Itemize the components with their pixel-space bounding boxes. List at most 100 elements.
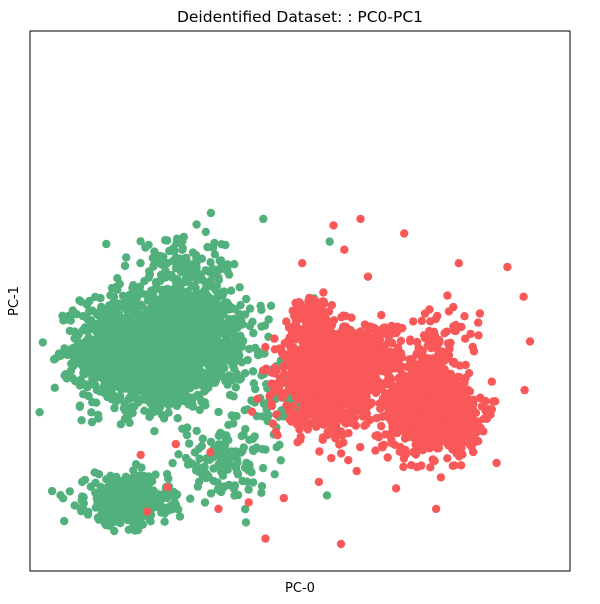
scatter-point-series-0 [79,390,88,399]
scatter-point-series-0 [129,291,138,300]
scatter-point-series-0 [95,373,105,382]
scatter-point-series-1 [282,401,291,410]
scatter-point-series-0 [158,309,167,319]
scatter-point-series-0 [90,468,99,477]
scatter-point-series-0 [239,430,248,439]
scatter-point-series-1 [428,455,437,464]
scatter-point-series-1 [377,441,387,450]
scatter-point-series-1 [347,313,356,322]
scatter-point-series-0 [213,310,223,319]
scatter-point-series-0 [216,346,225,355]
scatter-point-series-0 [134,370,144,379]
scatter-point-series-0 [210,250,220,259]
scatter-point-series-0 [109,506,118,515]
scatter-point-series-1 [321,361,331,370]
scatter-point-series-0 [106,291,115,300]
scatter-point-series-0 [140,406,149,415]
scatter-point-series-0 [166,340,175,350]
scatter-point-series-0 [169,244,178,253]
scatter-point-series-0 [203,242,212,252]
scatter-point-series-1 [335,440,344,449]
scatter-point-series-0 [162,469,172,479]
scatter-point-series-0 [185,457,194,467]
scatter-point-series-0 [225,390,235,400]
scatter-point-series-0 [276,456,285,465]
scatter-point-series-0 [121,497,131,506]
scatter-point-series-0 [221,377,230,386]
scatter-point-series-0 [209,347,218,356]
scatter-point-series-0 [144,273,153,282]
scatter-point-series-0 [206,276,215,285]
scatter-point-series-0 [170,355,179,364]
scatter-point-series-0 [275,440,284,449]
scatter-point-series-0 [200,498,210,507]
scatter-point-series-0 [129,281,138,290]
scatter-point-series-0 [137,463,146,472]
scatter-point-series-0 [139,321,148,330]
scatter-point-series-1 [267,401,277,411]
scatter-point-series-1 [288,386,297,396]
scatter-point-series-0 [173,414,182,423]
scatter-point-series-0 [149,261,158,270]
scatter-point-series-1 [327,453,336,463]
scatter-point-series-0 [100,518,109,528]
scatter-point-series-1 [275,381,284,390]
scatter-point-series-0 [242,477,252,486]
scatter-point-series-0 [226,286,236,295]
scatter-point-series-1 [345,417,355,426]
scatter-point-series-0 [116,477,126,487]
scatter-point-series-1 [401,445,410,455]
scatter-point-series-0 [201,325,210,335]
scatter-point-series-0 [113,495,122,504]
scatter-point-series-0 [258,463,268,473]
scatter-point-series-0 [192,426,201,436]
scatter-point-series-0 [170,391,179,400]
scatter-point-series-0 [248,367,258,376]
scatter-point-series-1 [377,421,386,431]
scatter-point-series-0 [106,319,116,329]
scatter-point-series-0 [129,466,138,475]
scatter-point-series-1 [267,379,276,388]
scatter-point-series-0 [233,468,242,477]
scatter-point-series-0 [117,485,126,495]
scatter-point-series-1 [301,391,311,401]
scatter-point-series-0 [114,299,123,308]
scatter-point-series-1 [272,410,281,419]
scatter-point-series-0 [88,306,97,315]
scatter-point-series-1 [329,421,338,430]
scatter-point-series-0 [148,361,158,370]
scatter-point-series-1 [261,364,271,373]
scatter-point-series-0 [134,398,143,407]
scatter-point-series-0 [163,399,172,409]
scatter-point-series-0 [159,414,169,423]
scatter-point-series-0 [70,501,79,510]
scatter-point-series-0 [245,304,255,313]
scatter-point-series-0 [325,237,334,246]
scatter-point-series-1 [299,383,308,392]
scatter-point-series-0 [244,485,253,494]
scatter-point-series-0 [103,493,112,502]
scatter-point-series-0 [62,374,71,383]
scatter-point-series-0 [243,355,252,365]
scatter-point-series-1 [320,409,329,419]
scatter-point-series-1 [337,312,346,322]
scatter-point-series-0 [80,475,90,485]
scatter-point-series-0 [178,245,187,254]
scatter-point-series-1 [383,453,392,462]
scatter-point-series-0 [209,359,219,369]
scatter-point-series-0 [186,494,195,503]
scatter-point-series-1 [270,334,279,343]
scatter-point-series-0 [233,323,242,332]
scatter-point-series-0 [86,324,96,334]
scatter-point-series-1 [268,388,278,397]
scatter-point-series-0 [176,306,185,315]
scatter-point-series-1 [330,432,340,441]
scatter-point-series-1 [247,407,257,416]
scatter-point-series-0 [176,267,185,276]
scatter-point-series-1 [387,438,396,448]
scatter-point-series-0 [88,398,97,407]
scatter-point-series-0 [202,384,211,394]
chart-title: Deidentified Dataset: : PC0-PC1 [177,8,423,26]
scatter-point-series-0 [195,405,204,415]
